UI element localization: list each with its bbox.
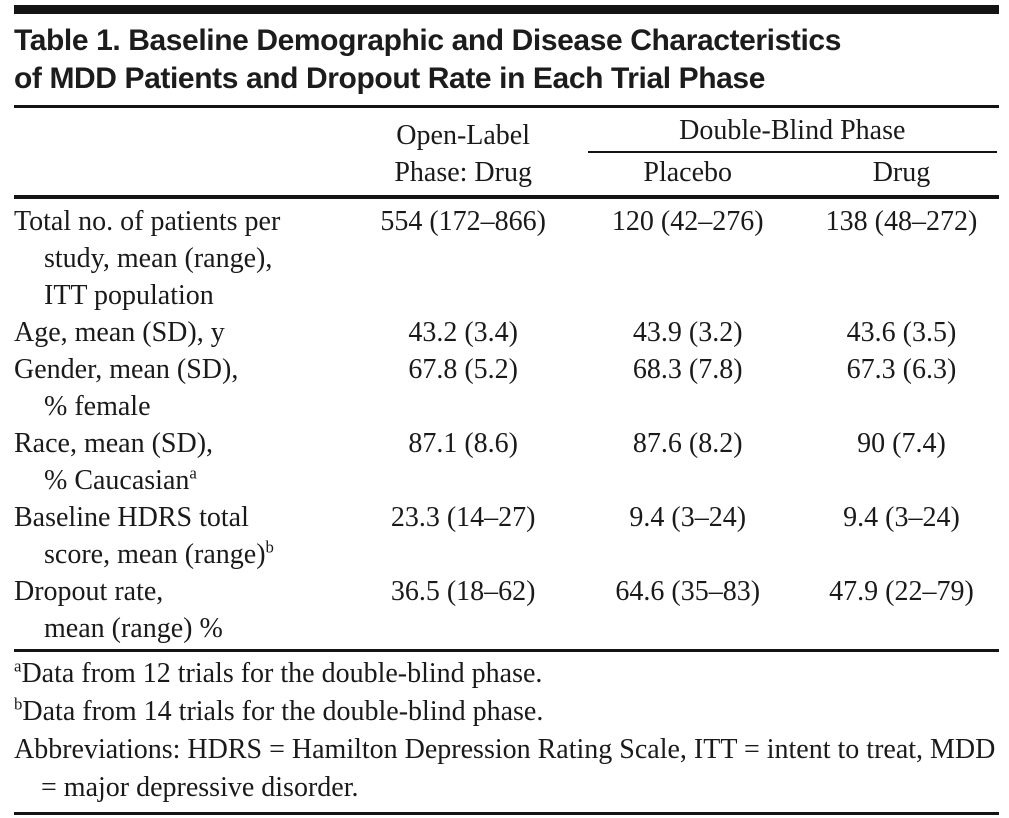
title-divider-rule [14,105,999,108]
data-table: Open-Label Double-Blind Phase Phase: Dru… [14,108,999,647]
table-title-line2: of MDD Patients and Dropout Rate in Each… [14,62,765,95]
cell-placebo: 64.6 (35–83) [615,576,761,607]
row-label-total-patients: Total no. of patients per study, mean (r… [14,197,355,314]
footnote-marker-a-ref: a [189,463,197,483]
footnote-divider-rule [14,649,999,652]
header-open-label-line1: Open-Label [396,120,531,151]
row-label-gender: Gender, mean (SD), % female [14,351,355,425]
footnote-marker-b-ref: b [265,537,274,557]
row-label-line: Baseline HDRS total [14,502,249,533]
header-row-2: Phase: Drug Placebo Drug [14,153,999,199]
footnotes: aData from 12 trials for the double-blin… [14,655,999,807]
row-label-line: score, mean (range)b [44,537,274,570]
cell-placebo: 87.6 (8.2) [632,428,743,459]
footnote-b: bData from 14 trials for the double-blin… [14,694,544,727]
cell-drug: 138 (48–272) [825,206,978,237]
table-row-dropout-rate: Dropout rate, mean (range) % 36.5 (18–62… [14,573,999,647]
cell-open-label: 23.3 (14–27) [390,502,536,533]
table-row-age: Age, mean (SD), y 43.2 (3.4) 43.9 (3.2) … [14,314,999,351]
cell-open-label: 36.5 (18–62) [390,576,536,607]
table-row-gender: Gender, mean (SD), % female 67.8 (5.2) 6… [14,351,999,425]
cell-placebo: 9.4 (3–24) [629,502,747,533]
row-label-line: mean (range) % [44,613,223,644]
header-double-blind-label: Double-Blind Phase [587,114,997,153]
cell-drug: 47.9 (22–79) [829,576,974,607]
row-label-age: Age, mean (SD), y [14,314,355,351]
cell-placebo: 120 (42–276) [611,206,764,237]
row-label-line: % Caucasiana [44,463,197,496]
cell-open-label: 554 (172–866) [380,206,546,237]
table-row-baseline-hdrs: Baseline HDRS total score, mean (range)b… [14,499,999,573]
header-row-1: Open-Label Double-Blind Phase [14,108,999,153]
cell-placebo: 43.9 (3.2) [632,317,743,348]
cell-placebo: 68.3 (7.8) [632,354,743,385]
header-placebo: Placebo [571,153,804,199]
row-label-race: Race, mean (SD), % Caucasiana [14,425,355,499]
cell-drug: 90 (7.4) [857,428,946,459]
table-header: Open-Label Double-Blind Phase Phase: Dru… [14,108,999,199]
row-label-line: Dropout rate, [14,576,164,607]
bottom-rule [14,812,999,815]
header-empty-cell [14,108,355,153]
header-double-blind-group: Double-Blind Phase [572,108,1000,153]
cell-drug: 9.4 (3–24) [843,502,960,533]
cell-open-label: 87.1 (8.6) [408,428,518,459]
footnote-marker-a: a [14,656,22,676]
cell-open-label: 43.2 (3.4) [408,317,518,348]
table-row-race: Race, mean (SD), % Caucasiana 87.1 (8.6)… [14,425,999,499]
footnote-abbreviations: Abbreviations: HDRS = Hamilton Depressio… [14,734,996,803]
header-open-label-line2: Phase: Drug [354,153,572,199]
cell-drug: 67.3 (6.3) [846,354,957,385]
row-label-line: study, mean (range), [44,243,273,274]
top-bar-rule [14,5,999,14]
footnote-marker-b: b [14,694,23,714]
cell-drug: 43.6 (3.5) [846,317,957,348]
table-title: Table 1. Baseline Demographic and Diseas… [14,22,999,98]
header-empty-cell-2 [14,153,355,199]
table-row-total-patients: Total no. of patients per study, mean (r… [14,197,999,314]
row-label-dropout-rate: Dropout rate, mean (range) % [14,573,355,647]
table-title-line1: Table 1. Baseline Demographic and Diseas… [14,24,842,57]
table-body: Total no. of patients per study, mean (r… [14,197,999,647]
row-label-line: Race, mean (SD), [14,428,214,459]
footnote-a: aData from 12 trials for the double-blin… [14,656,543,689]
header-drug: Drug [803,153,999,199]
row-label-line: % female [44,391,151,422]
cell-open-label: 67.8 (5.2) [408,354,518,385]
row-label-line: Age, mean (SD), y [14,317,225,348]
row-label-line: Total no. of patients per [14,206,281,237]
row-label-baseline-hdrs: Baseline HDRS total score, mean (range)b [14,499,355,573]
row-label-line: Gender, mean (SD), [14,354,239,385]
row-label-line: ITT population [44,280,214,311]
